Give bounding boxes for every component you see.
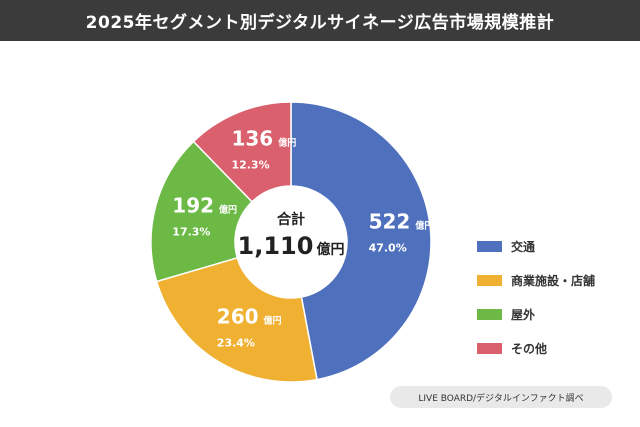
- page-title: 2025年セグメント別デジタルサイネージ広告市場規模推計: [0, 0, 640, 41]
- legend-swatch: [477, 274, 502, 286]
- total-number: 1,110: [238, 232, 314, 260]
- legend: 交通商業施設・店舗 屋外その他: [477, 238, 595, 374]
- slice-percent-label-3: 12.3%: [231, 158, 269, 171]
- slice-percent-label-1: 23.4%: [217, 336, 255, 349]
- total-value: 1,110 億円: [238, 232, 345, 260]
- legend-label: 商業施設・店舗: [511, 273, 596, 288]
- slice-value-label-0: 522 億円: [369, 210, 434, 234]
- slice-value-label-1: 260 億円: [217, 304, 282, 328]
- legend-label: 交通: [511, 239, 536, 254]
- donut-chart: 522 億円 47.0% 260 億円 23.4% 192 億円 17.3% 136 億円 12.3%…: [150, 101, 434, 383]
- slice-value-label-3: 136 億円: [231, 126, 296, 150]
- center-label: 合計: [277, 211, 305, 228]
- legend-label: その他: [511, 341, 548, 356]
- slice-3: [192, 101, 292, 203]
- slice-value-label-2: 192 億円: [172, 194, 237, 218]
- legend-swatch: [477, 308, 502, 320]
- total-unit: 億円: [316, 241, 344, 258]
- donut-hole: [235, 186, 347, 298]
- legend-label: 屋外: [511, 307, 536, 322]
- legend-item-0: 交通: [477, 238, 595, 254]
- slice-percent-label-2: 17.3%: [172, 226, 210, 239]
- legend-item-2: 屋外: [477, 306, 595, 322]
- legend-swatch: [477, 240, 502, 252]
- legend-item-3: その他: [477, 340, 595, 356]
- source-note: LIVE BOARD/デジタルインファクト調べ: [390, 386, 612, 408]
- slice-percent-label-0: 47.0%: [369, 242, 407, 255]
- legend-swatch: [477, 342, 502, 354]
- legend-item-1: 商業施設・店舗: [477, 272, 595, 288]
